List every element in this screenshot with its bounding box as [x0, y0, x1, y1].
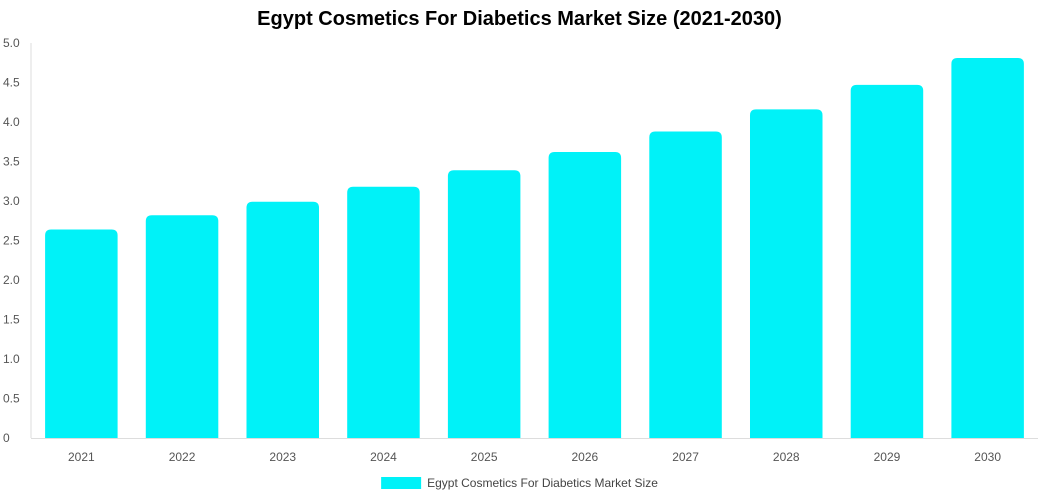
- x-axis: 2021 2022 2023 2024 2025 2026 2027 2028 2029 2030: [31, 438, 1038, 464]
- x-tick-label: 2022: [169, 450, 196, 464]
- bar-2025[interactable]: [447, 170, 521, 438]
- bar-2030[interactable]: [951, 58, 1024, 438]
- x-tick-label: 2021: [68, 450, 95, 464]
- bar-2023[interactable]: [246, 201, 320, 438]
- y-tick-label: 4.5: [3, 76, 20, 90]
- x-tick-label: 2030: [974, 450, 1001, 464]
- bar-2024[interactable]: [347, 186, 420, 438]
- bar-2026[interactable]: [548, 152, 622, 438]
- y-tick-label: 2.5: [3, 234, 20, 248]
- x-tick-label: 2029: [874, 450, 901, 464]
- bar-2021[interactable]: [45, 229, 118, 438]
- bars: [45, 58, 1024, 439]
- x-tick-label: 2023: [269, 450, 296, 464]
- y-tick-label: 5.0: [3, 36, 20, 50]
- y-tick-label: 3.5: [3, 155, 20, 169]
- y-tick-label: 1.0: [3, 352, 20, 366]
- x-tick-label: 2024: [370, 450, 397, 464]
- x-tick-label: 2026: [571, 450, 598, 464]
- bar-2029[interactable]: [850, 84, 924, 439]
- bar-2027[interactable]: [649, 131, 722, 439]
- y-tick-label: 2.0: [3, 273, 20, 287]
- x-tick-label: 2028: [773, 450, 800, 464]
- y-axis: 0 0.5 1.0 1.5 2.0 2.5 3.0 3.5 4.0 4.5 5.0: [3, 36, 32, 445]
- y-tick-label: 3.0: [3, 194, 20, 208]
- bar-2022[interactable]: [145, 215, 219, 438]
- chart-title: Egypt Cosmetics For Diabetics Market Siz…: [257, 8, 782, 30]
- x-tick-label: 2025: [471, 450, 498, 464]
- y-tick-label: 0: [3, 431, 10, 445]
- bar-2028[interactable]: [749, 109, 823, 439]
- y-tick-label: 4.0: [3, 115, 20, 129]
- y-tick-label: 0.5: [3, 392, 20, 406]
- y-tick-label: 1.5: [3, 313, 20, 327]
- legend-swatch[interactable]: [381, 477, 422, 489]
- legend-label: Egypt Cosmetics For Diabetics Market Siz…: [427, 476, 658, 490]
- legend[interactable]: Egypt Cosmetics For Diabetics Market Siz…: [381, 476, 658, 490]
- x-tick-label: 2027: [672, 450, 699, 464]
